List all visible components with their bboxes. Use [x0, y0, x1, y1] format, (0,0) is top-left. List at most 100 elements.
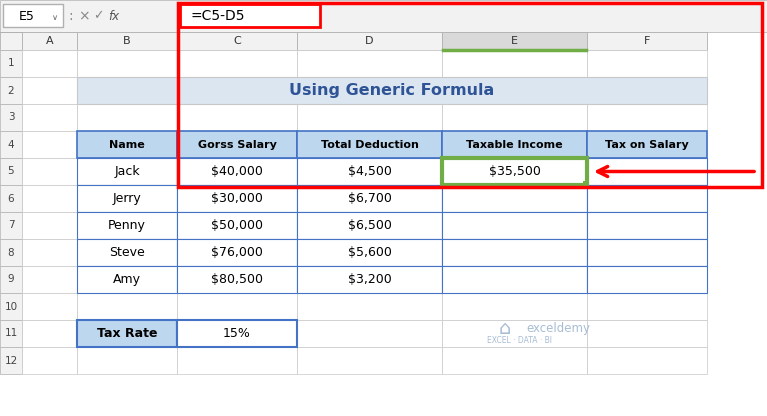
- Text: Gorss Salary: Gorss Salary: [198, 139, 276, 149]
- FancyBboxPatch shape: [442, 293, 587, 320]
- Text: Jack: Jack: [114, 165, 140, 178]
- Text: Tax Rate: Tax Rate: [97, 327, 157, 340]
- Text: Tax on Salary: Tax on Salary: [605, 139, 689, 149]
- Text: $4,500: $4,500: [347, 165, 391, 178]
- FancyBboxPatch shape: [22, 212, 77, 239]
- FancyBboxPatch shape: [297, 158, 442, 185]
- FancyBboxPatch shape: [297, 131, 442, 158]
- FancyBboxPatch shape: [177, 104, 297, 131]
- FancyBboxPatch shape: [77, 77, 177, 104]
- FancyBboxPatch shape: [0, 77, 22, 104]
- FancyBboxPatch shape: [0, 293, 22, 320]
- FancyBboxPatch shape: [297, 293, 442, 320]
- FancyBboxPatch shape: [77, 347, 177, 374]
- FancyBboxPatch shape: [77, 158, 177, 185]
- FancyBboxPatch shape: [77, 239, 177, 266]
- FancyBboxPatch shape: [297, 239, 442, 266]
- Text: Using Generic Formula: Using Generic Formula: [289, 83, 495, 98]
- FancyBboxPatch shape: [77, 104, 177, 131]
- Text: exceldemy: exceldemy: [526, 322, 591, 335]
- Text: 3: 3: [8, 112, 15, 122]
- FancyBboxPatch shape: [587, 158, 707, 185]
- FancyBboxPatch shape: [442, 266, 587, 293]
- FancyBboxPatch shape: [177, 77, 297, 104]
- FancyBboxPatch shape: [77, 77, 707, 104]
- FancyBboxPatch shape: [177, 185, 297, 212]
- FancyBboxPatch shape: [587, 50, 707, 77]
- FancyBboxPatch shape: [22, 131, 77, 158]
- Text: $30,000: $30,000: [211, 192, 263, 205]
- FancyBboxPatch shape: [297, 50, 442, 77]
- FancyBboxPatch shape: [77, 185, 177, 212]
- FancyBboxPatch shape: [297, 347, 442, 374]
- FancyBboxPatch shape: [77, 185, 177, 212]
- FancyBboxPatch shape: [297, 131, 442, 158]
- FancyBboxPatch shape: [442, 266, 587, 293]
- FancyBboxPatch shape: [442, 104, 587, 131]
- FancyBboxPatch shape: [22, 266, 77, 293]
- FancyBboxPatch shape: [0, 185, 22, 212]
- FancyBboxPatch shape: [77, 212, 177, 239]
- Text: F: F: [644, 36, 650, 46]
- FancyBboxPatch shape: [297, 158, 442, 185]
- FancyBboxPatch shape: [442, 50, 587, 77]
- FancyBboxPatch shape: [0, 32, 22, 50]
- Text: $50,000: $50,000: [211, 219, 263, 232]
- FancyBboxPatch shape: [22, 347, 77, 374]
- FancyBboxPatch shape: [587, 266, 707, 293]
- Text: E5: E5: [19, 10, 35, 22]
- FancyBboxPatch shape: [22, 293, 77, 320]
- FancyBboxPatch shape: [77, 212, 177, 239]
- Text: fx: fx: [108, 10, 120, 23]
- Text: C: C: [233, 36, 241, 46]
- Text: Jerry: Jerry: [113, 192, 141, 205]
- FancyBboxPatch shape: [77, 158, 177, 185]
- Text: $80,500: $80,500: [211, 273, 263, 286]
- Text: $6,700: $6,700: [347, 192, 391, 205]
- FancyBboxPatch shape: [587, 131, 707, 158]
- FancyBboxPatch shape: [442, 77, 587, 104]
- Text: 10: 10: [5, 302, 18, 312]
- Text: ∨: ∨: [52, 12, 58, 22]
- FancyBboxPatch shape: [587, 239, 707, 266]
- FancyBboxPatch shape: [177, 239, 297, 266]
- FancyBboxPatch shape: [442, 239, 587, 266]
- FancyBboxPatch shape: [297, 266, 442, 293]
- FancyBboxPatch shape: [0, 104, 22, 131]
- FancyBboxPatch shape: [77, 266, 177, 293]
- FancyBboxPatch shape: [587, 131, 707, 158]
- FancyBboxPatch shape: [180, 4, 320, 27]
- Text: 5: 5: [8, 166, 15, 176]
- FancyBboxPatch shape: [442, 320, 587, 347]
- Text: D: D: [365, 36, 374, 46]
- FancyBboxPatch shape: [442, 212, 587, 239]
- FancyBboxPatch shape: [587, 185, 707, 212]
- FancyBboxPatch shape: [442, 158, 587, 185]
- Text: 7: 7: [8, 220, 15, 230]
- FancyBboxPatch shape: [0, 0, 767, 32]
- Text: Penny: Penny: [108, 219, 146, 232]
- FancyBboxPatch shape: [177, 32, 297, 50]
- FancyBboxPatch shape: [297, 320, 442, 347]
- FancyBboxPatch shape: [0, 212, 22, 239]
- FancyBboxPatch shape: [297, 185, 442, 212]
- FancyBboxPatch shape: [177, 131, 297, 158]
- FancyBboxPatch shape: [3, 4, 63, 27]
- Text: 4: 4: [8, 139, 15, 149]
- FancyBboxPatch shape: [442, 131, 587, 158]
- FancyBboxPatch shape: [77, 266, 177, 293]
- FancyBboxPatch shape: [587, 77, 707, 104]
- FancyBboxPatch shape: [77, 131, 177, 158]
- FancyBboxPatch shape: [442, 131, 587, 158]
- Text: 1: 1: [8, 59, 15, 69]
- FancyBboxPatch shape: [177, 158, 297, 185]
- FancyBboxPatch shape: [177, 185, 297, 212]
- FancyBboxPatch shape: [77, 32, 177, 50]
- Text: EXCEL · DATA · BI: EXCEL · DATA · BI: [487, 336, 552, 345]
- FancyBboxPatch shape: [297, 77, 442, 104]
- Text: Name: Name: [109, 139, 145, 149]
- FancyBboxPatch shape: [177, 212, 297, 239]
- FancyBboxPatch shape: [22, 104, 77, 131]
- Text: ⌂: ⌂: [499, 319, 511, 338]
- Text: Total Deduction: Total Deduction: [321, 139, 419, 149]
